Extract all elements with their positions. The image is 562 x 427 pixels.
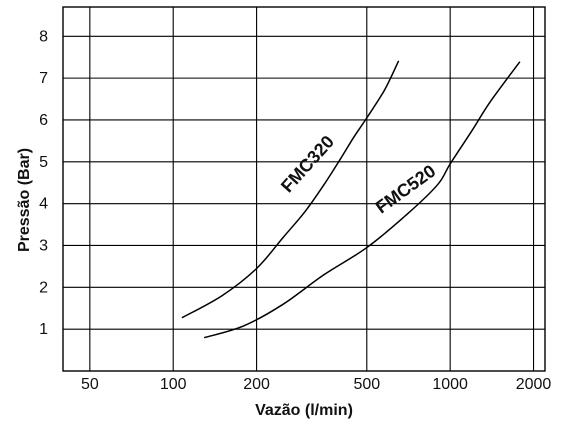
x-tick-label: 1000	[432, 376, 468, 393]
x-tick-label: 100	[160, 376, 187, 393]
y-tick-label: 6	[39, 112, 48, 129]
y-tick-label: 8	[39, 28, 48, 45]
y-tick-label: 3	[39, 237, 48, 254]
series-label-fmc320: FMC320	[277, 132, 338, 197]
x-tick-label: 2000	[516, 376, 552, 393]
plot-frame	[62, 6, 546, 372]
x-axis-title: Vazão (l/min)	[255, 402, 353, 419]
series-line-fmc320	[181, 60, 400, 319]
y-tick-label: 4	[39, 196, 48, 213]
series-label-fmc520: FMC520	[372, 161, 440, 218]
x-tick-label: 500	[353, 376, 380, 393]
labels-layer: 50 100 200 500 1000 2000 1 2 3 4 5 6 7 8 Vazão (l/min)…	[16, 28, 551, 419]
y-tick-label: 7	[39, 70, 48, 87]
y-tick-label: 2	[39, 279, 48, 296]
series-line-fmc520	[204, 61, 521, 339]
y-axis-title: Pressão (Bar)	[16, 148, 33, 252]
y-tick-label: 5	[39, 154, 48, 171]
grid-layer	[62, 6, 546, 372]
x-tick-label: 50	[81, 376, 99, 393]
y-tick-label: 1	[39, 321, 48, 338]
plot-layer	[181, 60, 521, 339]
x-tick-label: 200	[243, 376, 270, 393]
